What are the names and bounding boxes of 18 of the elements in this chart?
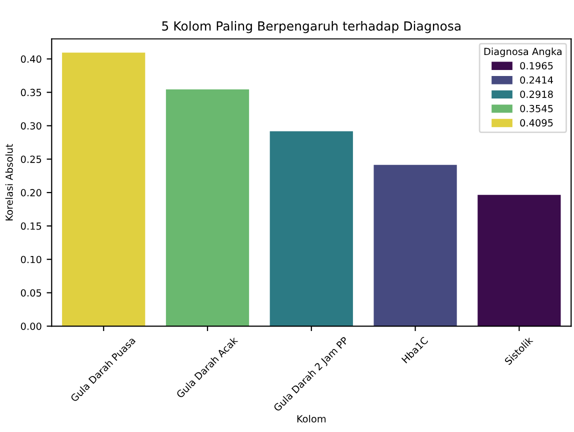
y-axis-title: Korelasi Absolut: [5, 144, 13, 220]
y-tick-label: 0.05: [20, 289, 42, 297]
y-tick-label: 0.10: [20, 256, 42, 264]
legend-label: 0.2918: [520, 90, 553, 98]
y-tick-label: 0.35: [20, 88, 42, 96]
y-tick-label: 0.30: [20, 122, 42, 130]
legend-label: 0.2414: [520, 76, 553, 84]
y-tick-label: 0.15: [20, 222, 42, 230]
legend-label: 0.3545: [520, 104, 553, 112]
chart-title: 5 Kolom Paling Berpengaruh terhadap Diagnosa: [162, 21, 460, 34]
x-axis-title: Kolom: [297, 414, 326, 422]
y-tick-label: 0.20: [20, 189, 42, 196]
legend-title: Diagnosa Angka: [484, 48, 562, 58]
y-tick-label: 0.25: [20, 156, 42, 163]
y-tick-label: 0.40: [20, 55, 42, 63]
legend-label: 0.4095: [520, 119, 553, 127]
y-tick-label: 0.00: [20, 322, 42, 330]
legend-label: 0.1965: [520, 62, 553, 70]
